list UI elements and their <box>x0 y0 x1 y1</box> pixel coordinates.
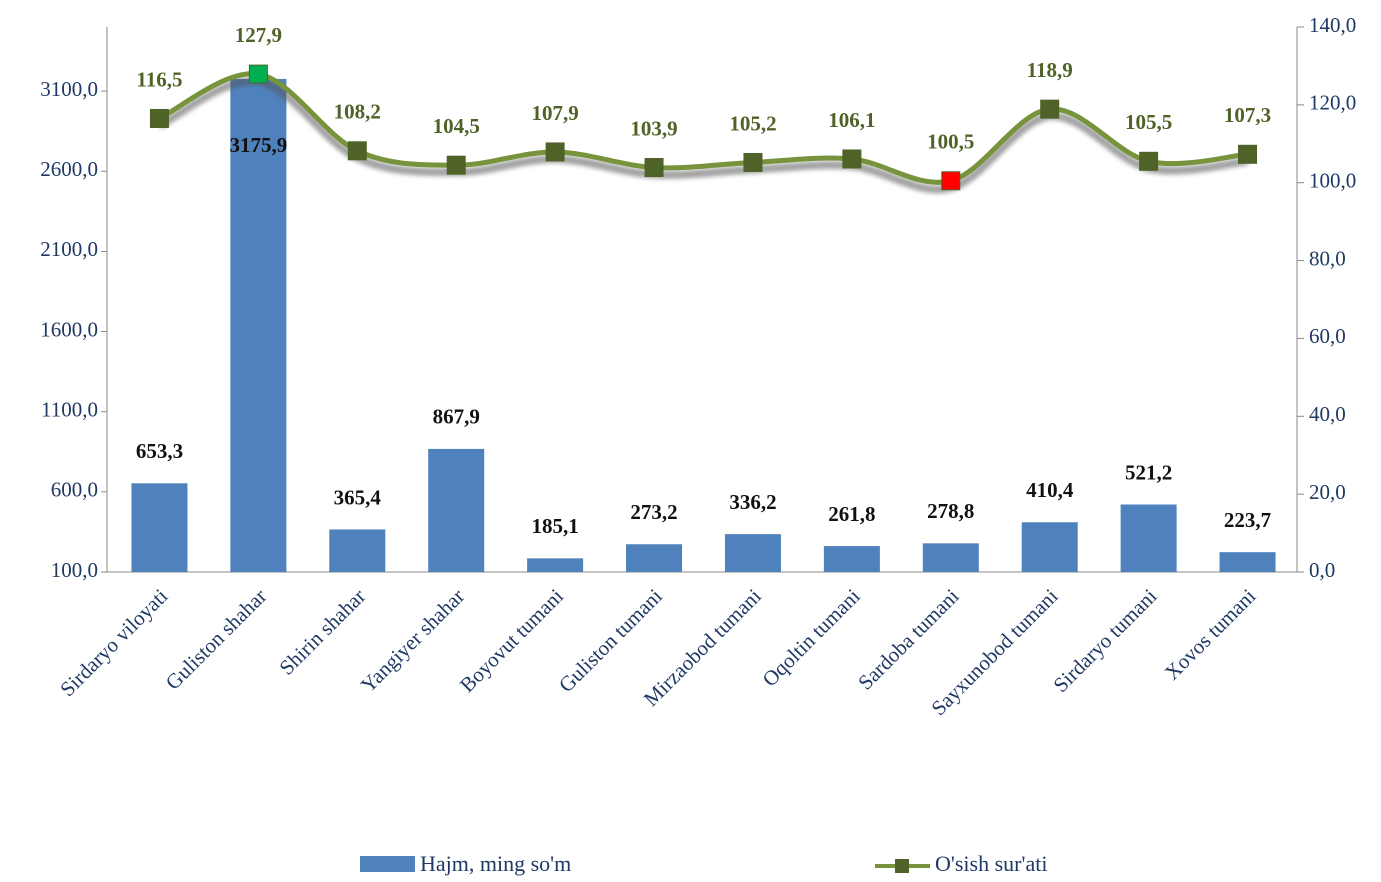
legend-swatch-bar <box>360 856 415 872</box>
bar <box>527 558 584 572</box>
line-value-label: 106,1 <box>828 108 875 132</box>
line-value-label: 116,5 <box>136 67 182 91</box>
legend-label: O'sish sur'ati <box>935 851 1047 876</box>
y2-tick-label: 120,0 <box>1309 91 1356 115</box>
bar-value-label: 3175,9 <box>230 133 288 157</box>
line-value-label: 105,5 <box>1125 110 1172 134</box>
bar <box>823 546 880 572</box>
y-tick-label: 2100,0 <box>40 237 98 261</box>
x-tick-label: Boyovut tumani <box>455 584 568 697</box>
y-tick-label: 100,0 <box>51 558 98 582</box>
bar <box>1120 504 1177 572</box>
line-value-label: 108,2 <box>334 100 381 124</box>
legend: Hajm, ming so'm O'sish sur'ati <box>360 851 1047 876</box>
x-tick-label: Xovos tumani <box>1160 584 1261 685</box>
line-marker <box>1040 99 1060 119</box>
bar <box>724 534 781 572</box>
line-marker <box>545 142 565 162</box>
line-shadow <box>157 76 1248 194</box>
bar-value-label: 273,2 <box>630 500 677 524</box>
bar-value-label: 185,1 <box>532 514 579 538</box>
line-marker <box>149 108 169 128</box>
bar <box>626 544 683 572</box>
x-tick-label: Sirdaryo tumani <box>1048 584 1161 697</box>
x-tick-label: Oqoltin tumani <box>758 584 865 691</box>
x-tick-label: Guliston shahar <box>161 584 272 695</box>
bar <box>131 483 188 572</box>
y2-tick-label: 140,0 <box>1309 13 1356 37</box>
legend-label: Hajm, ming so'm <box>420 851 571 876</box>
bar-value-label: 521,2 <box>1125 460 1172 484</box>
bar-value-label: 653,3 <box>136 439 183 463</box>
y-tick-label: 600,0 <box>51 478 98 502</box>
line-marker <box>1238 144 1258 164</box>
line <box>158 71 1248 185</box>
line-value-label: 118,9 <box>1027 58 1073 82</box>
bar-value-label: 223,7 <box>1224 508 1271 532</box>
bar-value-label: 278,8 <box>927 499 974 523</box>
legend-swatch-marker <box>895 859 909 873</box>
line-marker <box>347 141 367 161</box>
line-marker <box>644 158 664 178</box>
bar <box>329 529 386 572</box>
bar <box>1021 522 1078 572</box>
y-tick-label: 2600,0 <box>40 157 98 181</box>
y-tick-label: 1600,0 <box>40 317 98 341</box>
bar-value-label: 365,4 <box>334 485 382 509</box>
bar <box>1219 552 1276 572</box>
x-tick-label: Yangiyer shahar <box>356 584 469 697</box>
bar-value-label: 336,2 <box>729 490 776 514</box>
line-marker <box>248 64 268 84</box>
y2-tick-label: 80,0 <box>1309 246 1346 270</box>
line-value-label: 103,9 <box>630 116 677 140</box>
line-marker <box>941 171 961 191</box>
x-tick-label: Guliston tumani <box>554 584 667 697</box>
x-tick-label: Sardoba tumani <box>853 584 964 695</box>
y-tick-label: 3100,0 <box>40 77 98 101</box>
y2-tick-label: 20,0 <box>1309 480 1346 504</box>
line-marker <box>1139 151 1159 171</box>
line-value-label: 105,2 <box>729 111 776 135</box>
x-tick-label: Shirin shahar <box>274 584 370 680</box>
line-value-label: 107,3 <box>1224 103 1271 127</box>
line-value-label: 107,9 <box>532 101 579 125</box>
bar-value-label: 410,4 <box>1026 478 1074 502</box>
bar-value-label: 867,9 <box>433 405 480 429</box>
x-tick-label: Sirdaryo viloyati <box>55 584 172 701</box>
y-tick-label: 1100,0 <box>41 398 98 422</box>
bar <box>428 448 485 572</box>
y2-tick-label: 0,0 <box>1309 558 1335 582</box>
y2-tick-label: 60,0 <box>1309 324 1346 348</box>
line-value-label: 104,5 <box>433 114 480 138</box>
bar <box>230 78 287 572</box>
line-value-label: 100,5 <box>927 130 974 154</box>
line-marker <box>743 152 763 172</box>
line-marker <box>842 149 862 169</box>
bar-value-label: 261,8 <box>828 502 875 526</box>
y2-tick-label: 100,0 <box>1309 169 1356 193</box>
line-marker <box>446 155 466 175</box>
y2-tick-label: 40,0 <box>1309 402 1346 426</box>
bar <box>922 543 979 572</box>
line-value-label: 127,9 <box>235 23 282 47</box>
